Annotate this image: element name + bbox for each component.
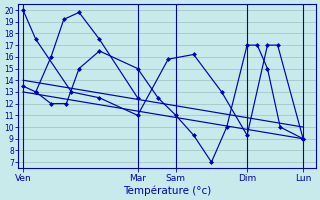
X-axis label: Température (°c): Température (°c) xyxy=(123,185,211,196)
